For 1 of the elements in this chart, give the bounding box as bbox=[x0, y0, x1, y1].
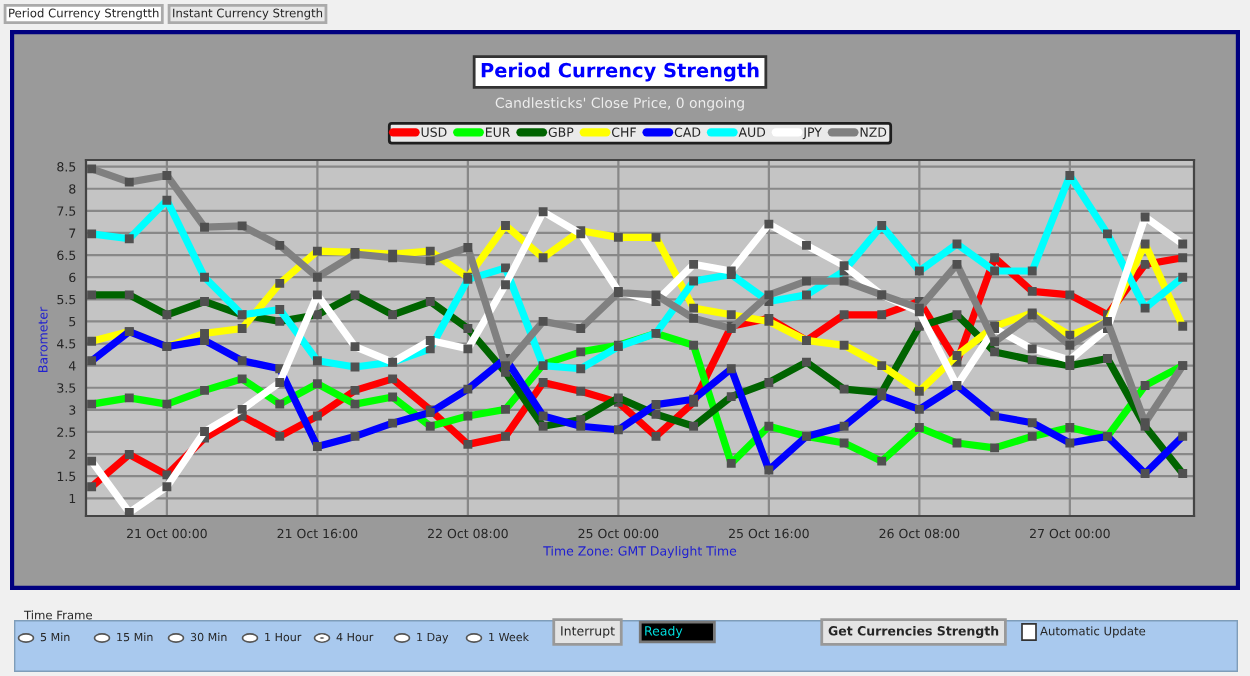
chart-title: Period Currency Strength bbox=[481, 62, 759, 82]
